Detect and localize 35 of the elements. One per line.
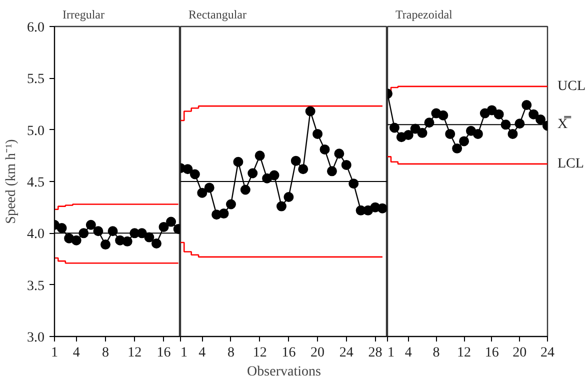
y-tick-label: 3.0 — [27, 330, 44, 346]
x-tick-label: 20 — [512, 346, 527, 360]
y-tick-label: 4.5 — [27, 176, 44, 190]
x-tick-label: 4 — [198, 346, 206, 360]
x-tick-label: 20 — [310, 346, 325, 360]
x-tick-label: 12 — [128, 346, 142, 360]
chart-title: Rectangular — [188, 8, 246, 22]
x-tick-label: 4 — [404, 346, 412, 360]
chart-title: Irregular — [62, 8, 104, 22]
y-tick-label: 3.5 — [27, 278, 44, 294]
x-tick-label: 4 — [72, 346, 80, 360]
y-tick-label: 6.0 — [27, 20, 44, 36]
x-tick-label: 24 — [540, 346, 554, 360]
y-tick-label: 5.5 — [27, 72, 44, 88]
x-tick-label: 8 — [102, 346, 109, 360]
x-axis-title: Observations — [247, 364, 321, 380]
y-tick-label: 4.0 — [27, 227, 44, 242]
x-tick-label: 16 — [156, 346, 171, 360]
x-tick-label: 1 — [388, 346, 394, 360]
y-axis-title: Speed (km h⁻¹) — [4, 138, 19, 224]
x-tick-label: 8 — [227, 346, 234, 360]
y-tick-label: 5.0 — [27, 124, 44, 139]
x-tick-label: 12 — [252, 346, 267, 360]
x-tick-label: 28 — [368, 346, 382, 360]
x-tick-label: 8 — [432, 346, 440, 360]
chart-title: Trapezoidal — [396, 8, 454, 22]
x-tick-label: 24 — [339, 346, 354, 360]
x-tick-label: 1 — [180, 346, 188, 360]
series-label: LCL — [558, 156, 584, 172]
ref-line-label: X̿ — [558, 115, 572, 132]
x-tick-label: 1 — [51, 346, 58, 360]
x-tick-label: 16 — [282, 346, 296, 360]
x-tick-label: 16 — [484, 346, 499, 360]
series-label: UCL — [558, 78, 586, 94]
x-tick-label: 12 — [457, 346, 472, 360]
